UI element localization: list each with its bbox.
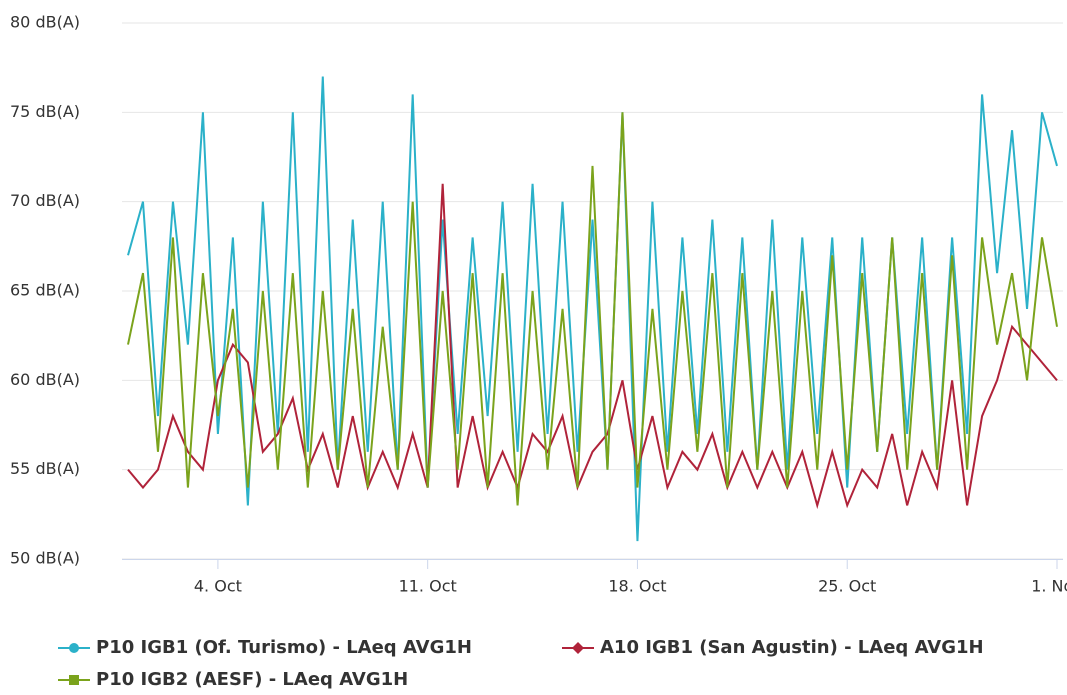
x-tick-label: 11. Oct: [399, 577, 457, 596]
legend-label: P10 IGB2 (AESF) - LAeq AVG1H: [96, 669, 408, 690]
series-line: [127, 183, 1058, 510]
x-tick-label: 25. Oct: [818, 577, 876, 596]
y-tick-label: 75 dB(A): [10, 102, 80, 121]
y-tick-label: 65 dB(A): [10, 281, 80, 300]
y-tick-label: 70 dB(A): [10, 191, 80, 210]
x-tick-label: 18. Oct: [608, 577, 666, 596]
series-line: [127, 112, 1058, 506]
x-tick-label: 4. Oct: [194, 577, 242, 596]
y-tick-label: 50 dB(A): [10, 549, 80, 568]
y-tick-label: 80 dB(A): [10, 13, 80, 32]
legend-label: P10 IGB1 (Of. Turismo) - LAeq AVG1H: [96, 637, 472, 658]
legend-marker: [69, 643, 79, 653]
y-tick-label: 60 dB(A): [10, 370, 80, 389]
x-tick-label: 1. Nov: [1031, 577, 1067, 596]
series-line: [127, 76, 1058, 542]
y-tick-label: 55 dB(A): [10, 459, 80, 478]
legend-marker: [69, 675, 79, 685]
legend-marker: [572, 642, 584, 654]
legend-label: A10 IGB1 (San Agustin) - LAeq AVG1H: [600, 637, 984, 658]
